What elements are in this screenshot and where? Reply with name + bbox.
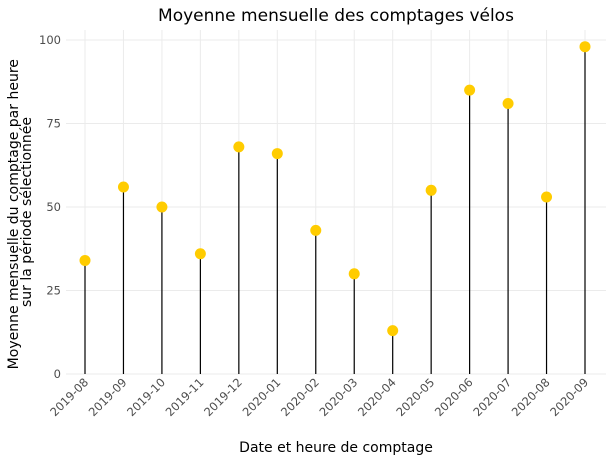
- data-point: [579, 41, 591, 53]
- data-point: [117, 181, 129, 193]
- x-tick-label: 2020-03: [316, 375, 360, 419]
- data-point: [464, 84, 476, 96]
- data-point: [194, 248, 206, 260]
- y-tick-label: 100: [39, 33, 61, 47]
- y-tick-label: 50: [46, 200, 61, 214]
- data-point: [233, 141, 245, 153]
- data-point: [310, 224, 322, 236]
- data-point: [425, 184, 437, 196]
- y-tick-label: 75: [46, 117, 61, 131]
- points: [79, 41, 591, 337]
- chart-title: Moyenne mensuelle des comptages vélos: [158, 6, 514, 26]
- data-point: [541, 191, 553, 203]
- y-axis-title-line-2: sur la période sélectionnée: [19, 117, 35, 307]
- x-tick-label: 2020-07: [470, 375, 514, 419]
- y-axis-title-line-1: Moyenne mensuelle du comptage par heure: [6, 59, 22, 369]
- x-tick-label: 2020-01: [240, 375, 284, 419]
- x-tick-label: 2020-04: [355, 375, 399, 419]
- y-axis-ticks: 0 25 50 75 100: [39, 33, 61, 381]
- data-point: [387, 325, 399, 337]
- x-tick-label: 2020-06: [432, 375, 476, 419]
- y-tick-label: 0: [54, 367, 61, 381]
- y-axis-title: Moyenne mensuelle du comptage par heure …: [6, 55, 35, 370]
- x-tick-label: 2019-09: [86, 375, 130, 419]
- x-tick-label: 2019-10: [124, 375, 168, 419]
- x-tick-label: 2020-09: [547, 375, 591, 419]
- x-tick-label: 2020-02: [278, 375, 322, 419]
- x-tick-label: 2020-08: [509, 375, 553, 419]
- x-axis-ticks: 2019-082019-092019-102019-112019-122020-…: [47, 375, 591, 419]
- grid: [66, 30, 606, 375]
- x-tick-label: 2019-12: [201, 375, 245, 419]
- x-tick-label: 2019-11: [163, 375, 207, 419]
- data-point: [156, 201, 168, 213]
- y-tick-label: 25: [46, 284, 61, 298]
- stems: [84, 46, 586, 374]
- data-point: [271, 148, 283, 160]
- data-point: [79, 254, 91, 266]
- data-point: [348, 268, 360, 280]
- x-axis-title: Date et heure de comptage: [239, 440, 433, 456]
- x-tick-label: 2019-08: [47, 375, 91, 419]
- data-point: [502, 97, 514, 109]
- x-tick-label: 2020-05: [393, 375, 437, 419]
